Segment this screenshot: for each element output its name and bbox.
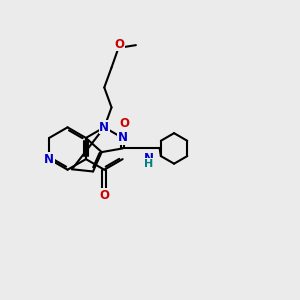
Text: O: O [114, 38, 124, 51]
Text: N: N [44, 153, 54, 166]
Text: N: N [118, 131, 128, 144]
Text: N: N [144, 152, 154, 165]
Text: N: N [99, 121, 109, 134]
Text: H: H [144, 159, 153, 169]
Text: O: O [99, 188, 109, 202]
Text: O: O [119, 117, 129, 130]
